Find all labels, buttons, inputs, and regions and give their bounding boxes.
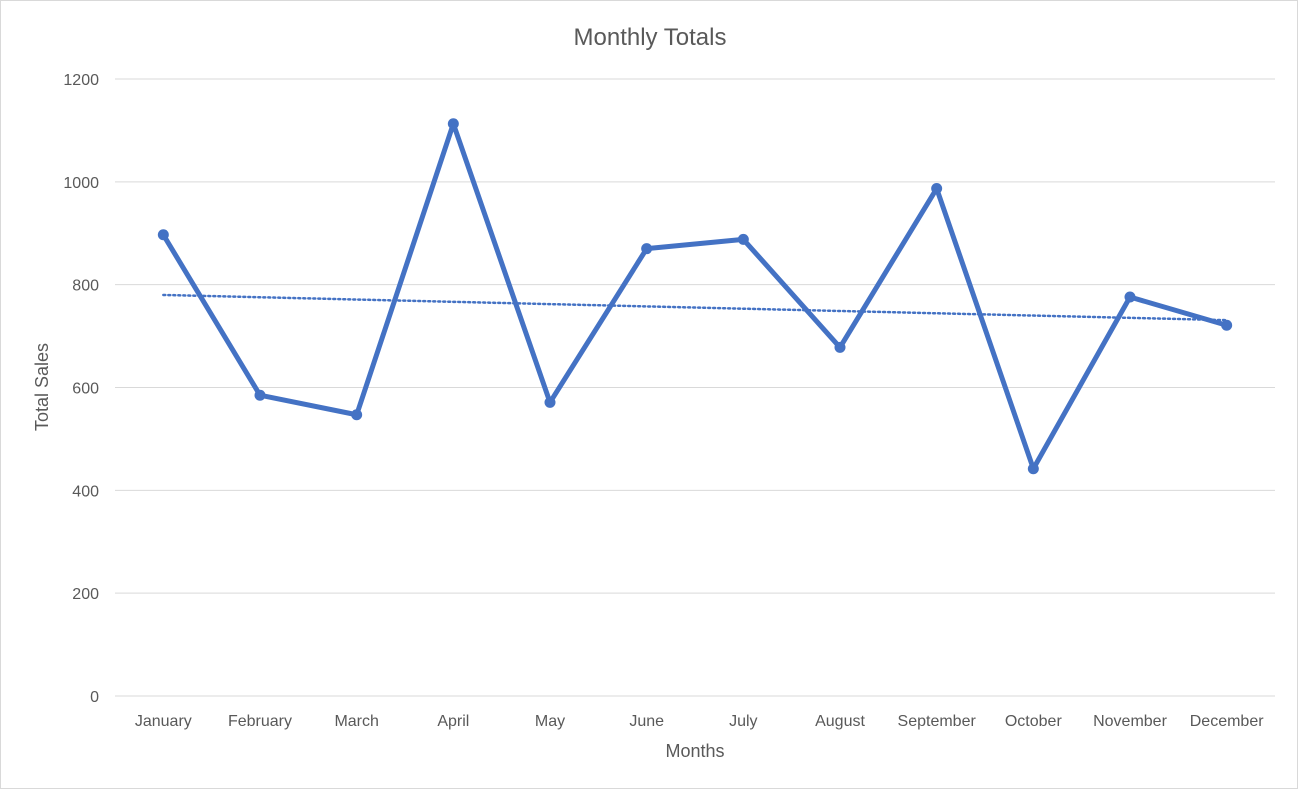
data-point [931, 183, 943, 195]
x-tick-label: December [1190, 713, 1264, 730]
data-point [351, 409, 363, 421]
y-tick-label: 800 [72, 278, 99, 295]
y-tick-label: 0 [90, 689, 99, 706]
x-tick-label: May [535, 713, 565, 730]
y-axis-ticks: 0 200 400 600 800 1000 1200 [63, 72, 99, 706]
y-tick-label: 200 [72, 586, 99, 603]
x-tick-label: April [437, 713, 469, 730]
series-line [160, 121, 1230, 472]
y-tick-label: 600 [72, 381, 99, 398]
x-tick-label: October [1005, 713, 1063, 730]
data-point [1221, 319, 1233, 331]
series-layer [157, 118, 1233, 475]
data-point [447, 118, 459, 130]
x-tick-label: January [135, 713, 192, 730]
chart-title: Monthly Totals [574, 24, 727, 51]
data-point [1027, 463, 1039, 475]
x-tick-label: July [729, 713, 757, 730]
x-axis-ticks: January February March April May June July Augu… [135, 713, 1264, 730]
gridlines [115, 78, 1275, 697]
data-point [1124, 291, 1136, 303]
x-tick-label: February [228, 713, 292, 730]
x-tick-label: June [629, 713, 664, 730]
y-tick-label: 1200 [63, 72, 99, 89]
trendline [162, 293, 1228, 322]
x-tick-label: August [815, 713, 865, 730]
data-point [834, 341, 846, 353]
y-tick-label: 400 [72, 483, 99, 500]
x-tick-label: March [334, 713, 378, 730]
trendline-layer [162, 293, 1228, 322]
data-point [641, 243, 653, 255]
y-tick-label: 1000 [63, 175, 99, 192]
x-tick-label: November [1093, 713, 1167, 730]
data-point [737, 233, 749, 245]
data-point [544, 396, 556, 408]
x-axis-title: Months [665, 741, 724, 761]
data-point [254, 389, 266, 401]
data-point [157, 229, 169, 241]
y-axis-title: Total Sales [32, 343, 52, 431]
x-tick-label: September [898, 713, 977, 730]
